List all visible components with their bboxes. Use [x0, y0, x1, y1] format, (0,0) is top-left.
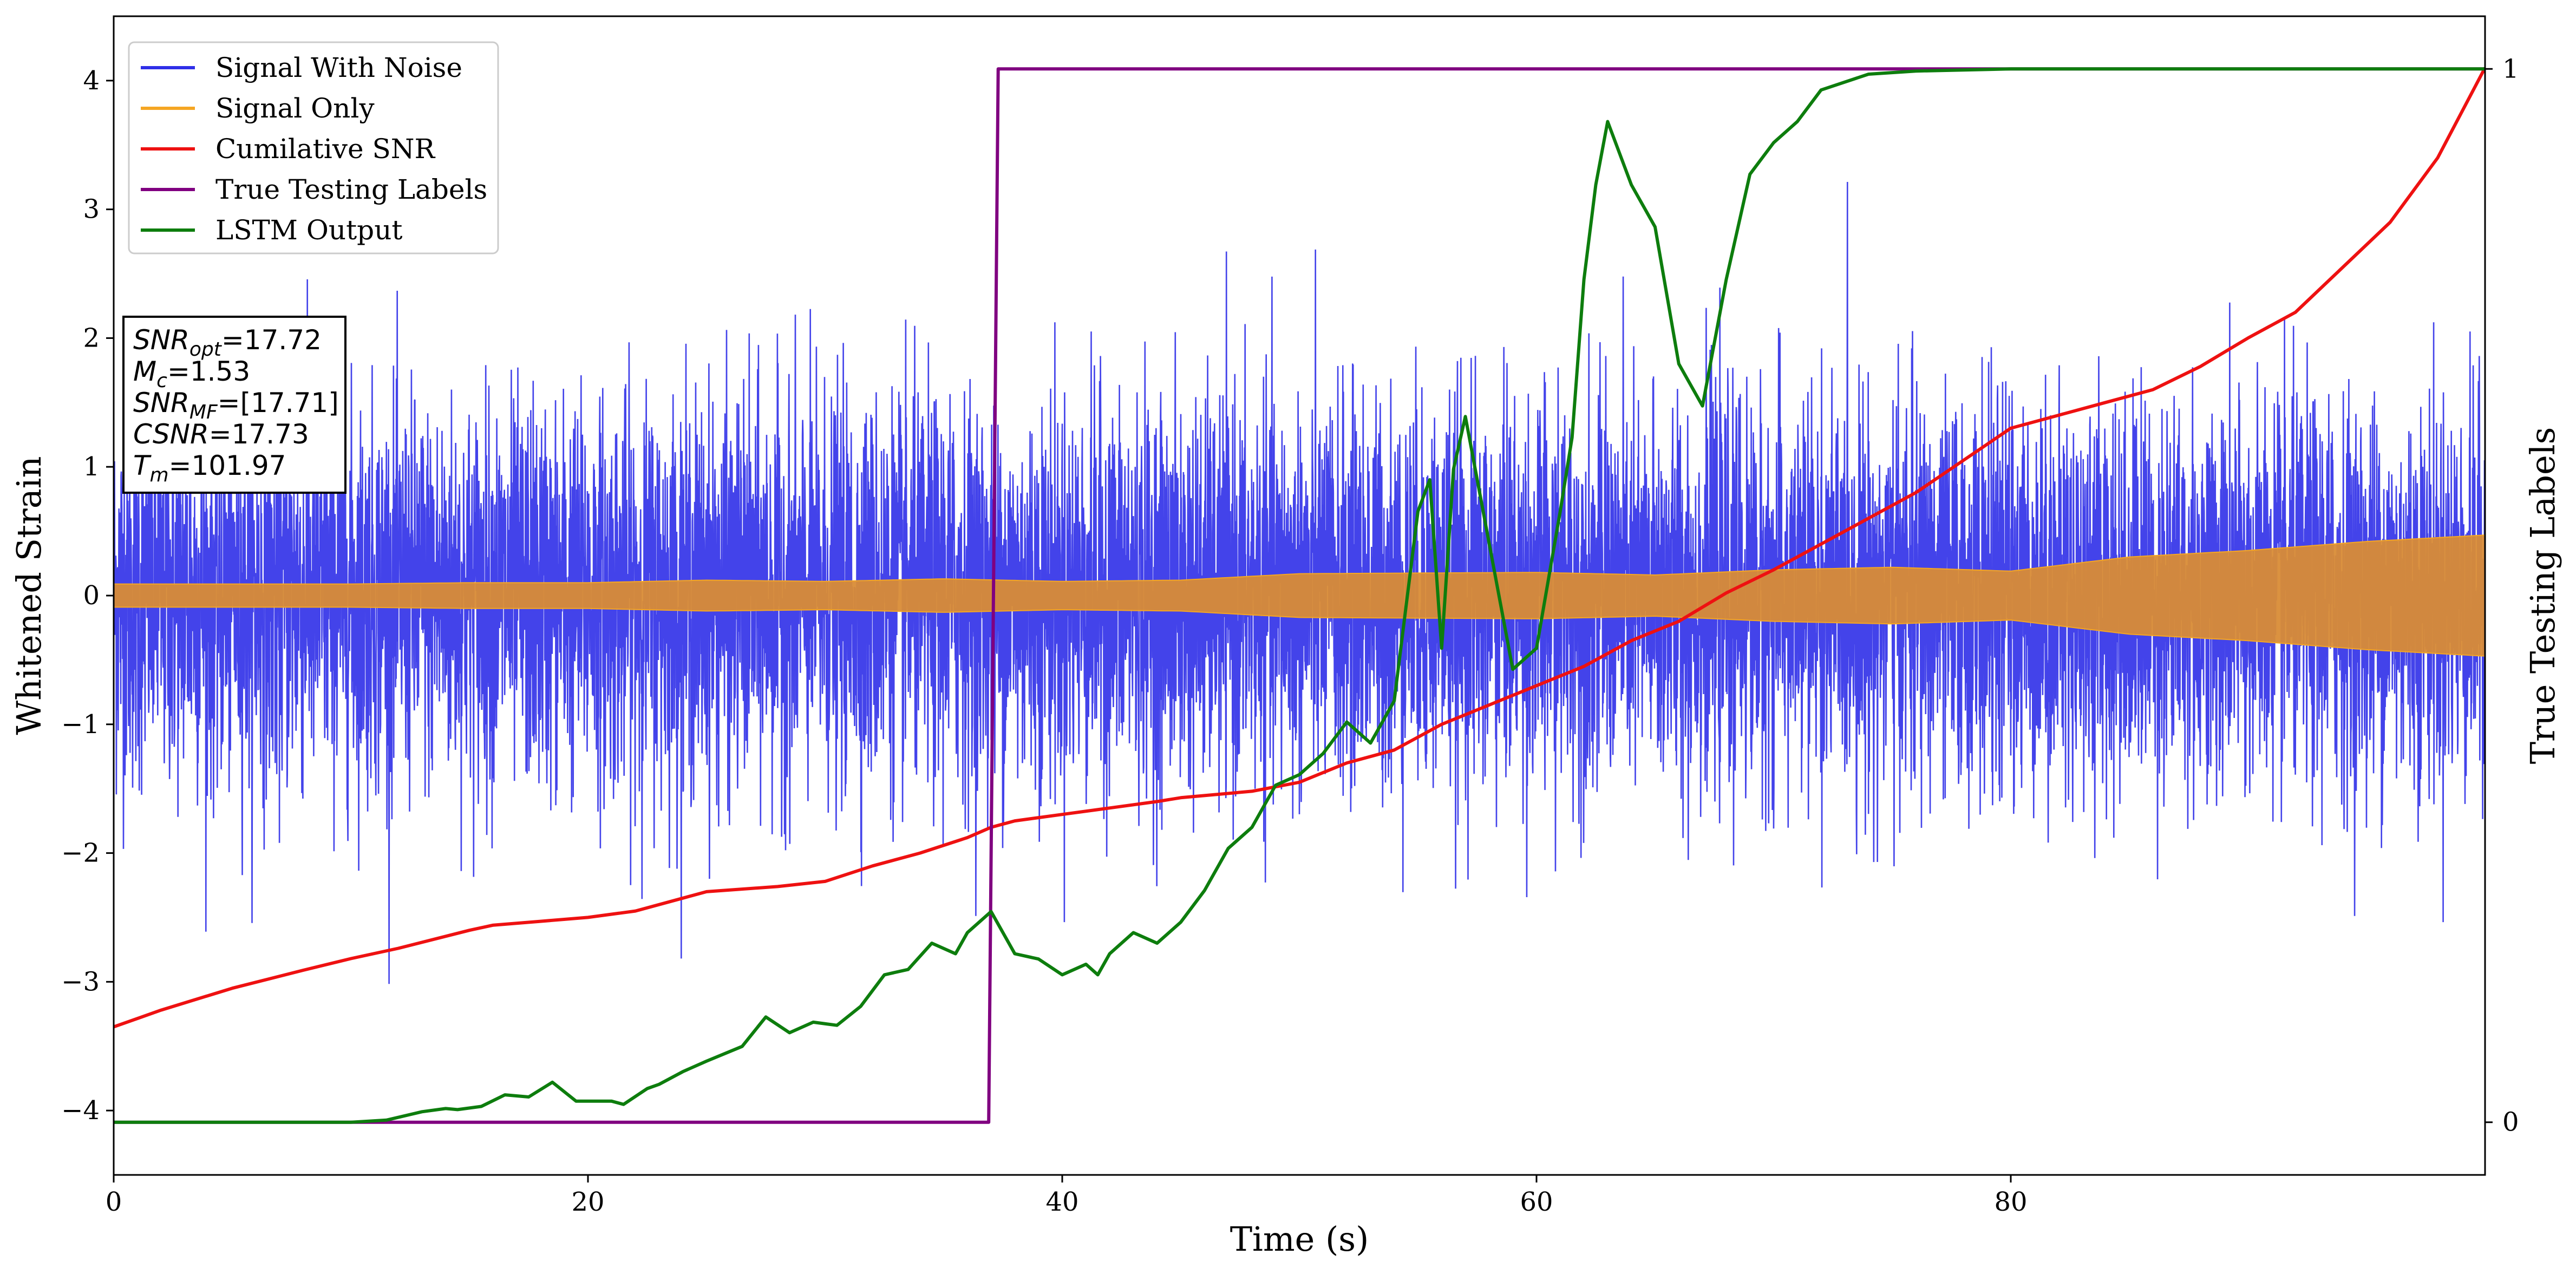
stats-symbol: CSNR — [133, 419, 209, 450]
legend-label: Signal Only — [215, 93, 375, 124]
stats-line: SNRopt=17.72 — [133, 324, 322, 361]
x-tick-label: 60 — [1520, 1187, 1553, 1217]
stats-subscript: c — [156, 370, 167, 392]
y-tick-label: −3 — [61, 966, 100, 997]
legend-label: Cumilative SNR — [215, 133, 435, 165]
stats-value: =17.73 — [209, 419, 309, 450]
y2-axis: 01 — [2485, 54, 2519, 1138]
stats-symbol: SNR — [133, 387, 189, 419]
legend-label: True Testing Labels — [215, 174, 487, 205]
y-tick-label: 3 — [83, 194, 100, 225]
stats-line: SNRMF=[17.71] — [133, 387, 339, 423]
y-tick-label: −2 — [61, 838, 100, 868]
y-tick-label: 1 — [83, 452, 100, 482]
stats-value: =1.53 — [167, 356, 250, 387]
legend: Signal With Noise Signal Only Cumilative S… — [128, 41, 499, 254]
legend-label: Signal With Noise — [215, 52, 462, 83]
stats-subscript: m — [150, 464, 169, 486]
stats-line: Mc=1.53 — [133, 356, 250, 392]
stats-value: =101.97 — [169, 450, 286, 481]
stats-line: Tm=101.97 — [133, 450, 286, 486]
x-tick-label: 20 — [571, 1187, 604, 1217]
stats-line: CSNR=17.73 — [133, 419, 309, 450]
stats-value: =17.72 — [221, 324, 322, 356]
legend-label: LSTM Output — [215, 214, 402, 246]
y-tick-label: −4 — [61, 1095, 100, 1126]
x-tick-label: 40 — [1045, 1187, 1078, 1217]
stats-frame — [122, 316, 346, 494]
x-axis: 0 20 40 60 80 — [106, 1175, 2028, 1217]
series-signal-only — [114, 534, 2485, 657]
stats-value: =[17.71] — [218, 387, 339, 419]
stats-symbol: M — [133, 356, 156, 387]
series-true-testing-labels — [114, 67, 2485, 1124]
series-cumulative-snr — [114, 67, 2485, 1029]
y-tick-label: 4 — [83, 66, 100, 96]
legend-frame — [128, 41, 499, 254]
x-tick-label: 80 — [1994, 1187, 2027, 1217]
stats-subscript: MF — [189, 401, 218, 423]
y-tick-label: −1 — [61, 709, 100, 740]
y-tick-label: 2 — [83, 323, 100, 353]
y2-tick-label: 0 — [2502, 1107, 2519, 1138]
stats-symbol: T — [133, 450, 152, 481]
series-lstm-output — [114, 67, 2485, 1124]
y-tick-label: 0 — [83, 580, 100, 611]
y-axis-label: Whitened Strain — [9, 456, 49, 735]
stats-symbol: SNR — [133, 324, 189, 356]
y2-tick-label: 1 — [2502, 54, 2519, 84]
x-tick-label: 0 — [106, 1187, 122, 1217]
stats-annotation: SNRopt=17.72Mc=1.53SNRMF=[17.71]CSNR=17.… — [122, 316, 346, 494]
y-axis: −4 −3 −2 −1 0 1 2 3 4 — [61, 66, 114, 1126]
y2-axis-label: True Testing Labels — [2523, 427, 2562, 765]
stats-subscript: opt — [189, 338, 223, 361]
x-axis-label: Time (s) — [1230, 1219, 1369, 1259]
series-layer — [114, 67, 2485, 1124]
